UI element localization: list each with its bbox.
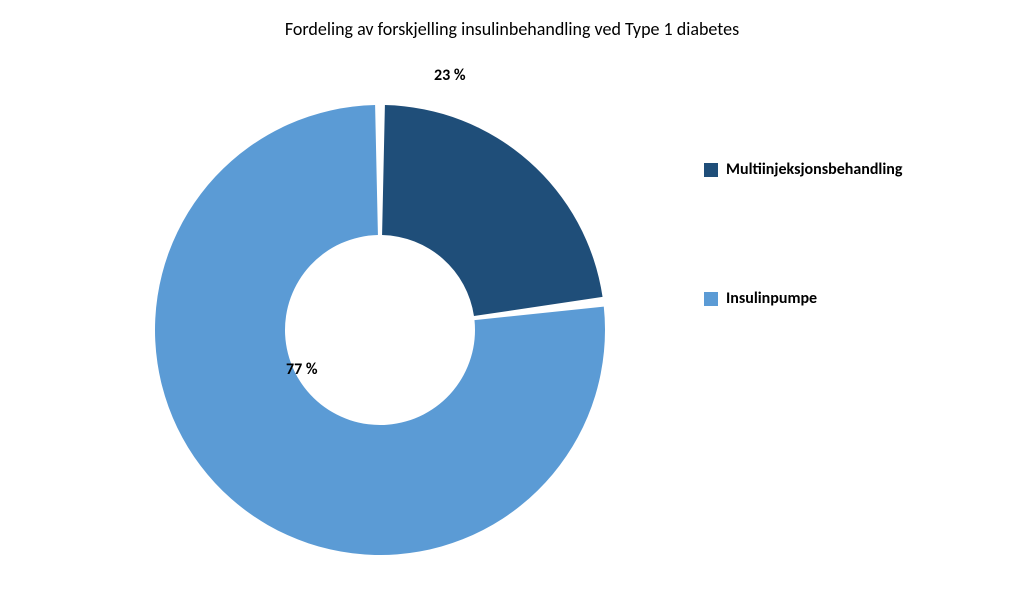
donut-slice <box>382 105 602 316</box>
chart-title: Fordeling av forskjelling insulinbehandl… <box>0 18 1024 40</box>
data-label-multiinjeksjon: 23 % <box>434 66 466 85</box>
legend-label-insulinpumpe: Insulinpumpe <box>726 289 817 308</box>
legend-swatch-insulinpumpe <box>704 292 718 306</box>
legend-item-multiinjeksjon: Multiinjeksjonsbehandling <box>704 160 984 179</box>
legend-swatch-multiinjeksjon <box>704 163 718 177</box>
legend-label-multiinjeksjon: Multiinjeksjonsbehandling <box>726 160 902 179</box>
donut-svg <box>150 100 610 560</box>
donut-wrap <box>150 100 610 565</box>
legend-item-insulinpumpe: Insulinpumpe <box>704 289 984 308</box>
legend: Multiinjeksjonsbehandling Insulinpumpe <box>704 160 984 418</box>
data-label-insulinpumpe: 77 % <box>286 360 318 379</box>
donut-chart-container: Fordeling av forskjelling insulinbehandl… <box>0 0 1024 594</box>
